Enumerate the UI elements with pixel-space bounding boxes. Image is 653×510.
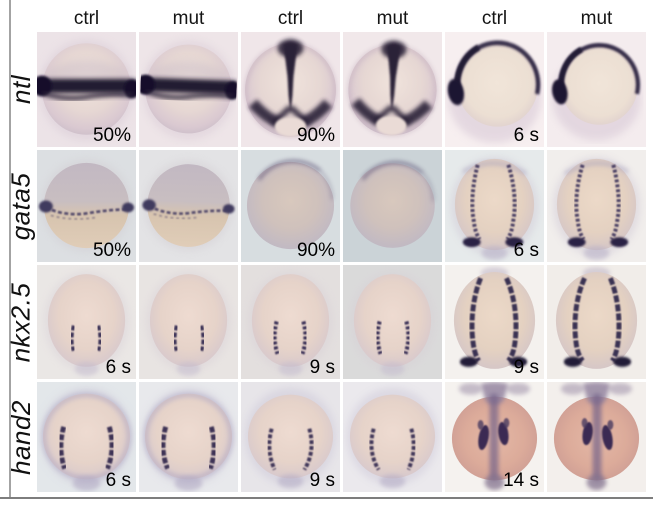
embryo-image [139,382,238,492]
embryo-image [343,265,442,379]
stage-label: 50% [92,240,131,262]
stage-label: 50% [92,125,131,147]
stage-label: 6 s [105,357,131,379]
panel-nkx2-5-ctrl-9s: 9 s [241,265,340,379]
panel-gata5-ctrl-9s: gata5 9 s [445,265,544,379]
embryo-image [547,150,646,262]
gene-row-label-gata5: gata5 [5,172,36,240]
panel-gata5-mut-90 [343,150,442,262]
panel-ntl-ctrl-90: 90% [241,32,340,147]
stage-label: 9 s [309,357,335,379]
figure-bottom-border [0,497,653,499]
panel-ntl-mut-6s [547,32,646,147]
panel-gata5-mut-9s [547,265,646,379]
embryo-image [343,32,442,147]
column-header-mut-2: mut [376,8,409,30]
panel-hand2-mut-9s [343,382,442,492]
embryo-image [343,382,442,492]
panel-cmlc2-mut-14s [547,382,646,492]
embryo-image [547,382,646,492]
stage-label: 14 s [503,470,539,492]
inset-gene-label: gata5 [445,309,446,369]
panel-grid: ctrl mut ctrl mut ctrl mut ntl 50% 90% 6… [5,3,646,492]
panel-ntl-ctrl-50: 50% [37,32,136,147]
panel-ntl-ctrl-6s: 6 s [445,32,544,147]
header-spacer [8,3,34,29]
panel-ntl-mut-90 [343,32,442,147]
panel-gata5-mut-6s [547,150,646,262]
stage-label: 90% [296,125,335,147]
panel-nkx2-5-mut-9s [343,265,442,379]
panel-nkx2-5-ctrl-6s: 6 s [37,265,136,379]
panel-hand2-ctrl-9s: 9 s [241,382,340,492]
stage-label: 9 s [513,357,539,379]
panel-nkx2-5-mut-6s [139,265,238,379]
stage-label: 9 s [309,470,335,492]
column-header-ctrl-3: ctrl [481,8,508,30]
panel-gata5-ctrl-6s: 6 s [445,150,544,262]
figure-left-border [9,0,11,497]
embryo-image [139,32,238,147]
panel-gata5-ctrl-90: 90% [241,150,340,262]
gene-row-label-nkx2-5: nkx2.5 [5,282,36,362]
inset-gene-label: cmlc2 [445,419,446,482]
embryo-image [549,35,643,144]
panel-gata5-mut-50 [139,150,238,262]
embryo-image [343,150,442,262]
stage-label: 90% [296,240,335,262]
panel-gata5-ctrl-50: 50% [37,150,136,262]
embryo-image [547,265,646,379]
column-header-ctrl-2: ctrl [277,8,304,30]
column-header-ctrl-1: ctrl [73,8,100,30]
gene-row-label-hand2: hand2 [5,399,36,475]
column-header-mut-3: mut [580,8,613,30]
panel-hand2-mut-6s [139,382,238,492]
gene-row-label-ntl: ntl [5,75,36,104]
panel-hand2-ctrl-6s: 6 s [37,382,136,492]
stage-label: 6 s [513,240,539,262]
panel-ntl-mut-50 [139,32,238,147]
column-header-mut-1: mut [172,8,205,30]
stage-label: 6 s [105,470,131,492]
stage-label: 6 s [513,125,539,147]
embryo-image [139,265,238,379]
panel-cmlc2-ctrl-14s: cmlc2 14 s [445,382,544,492]
embryo-image [139,150,238,262]
